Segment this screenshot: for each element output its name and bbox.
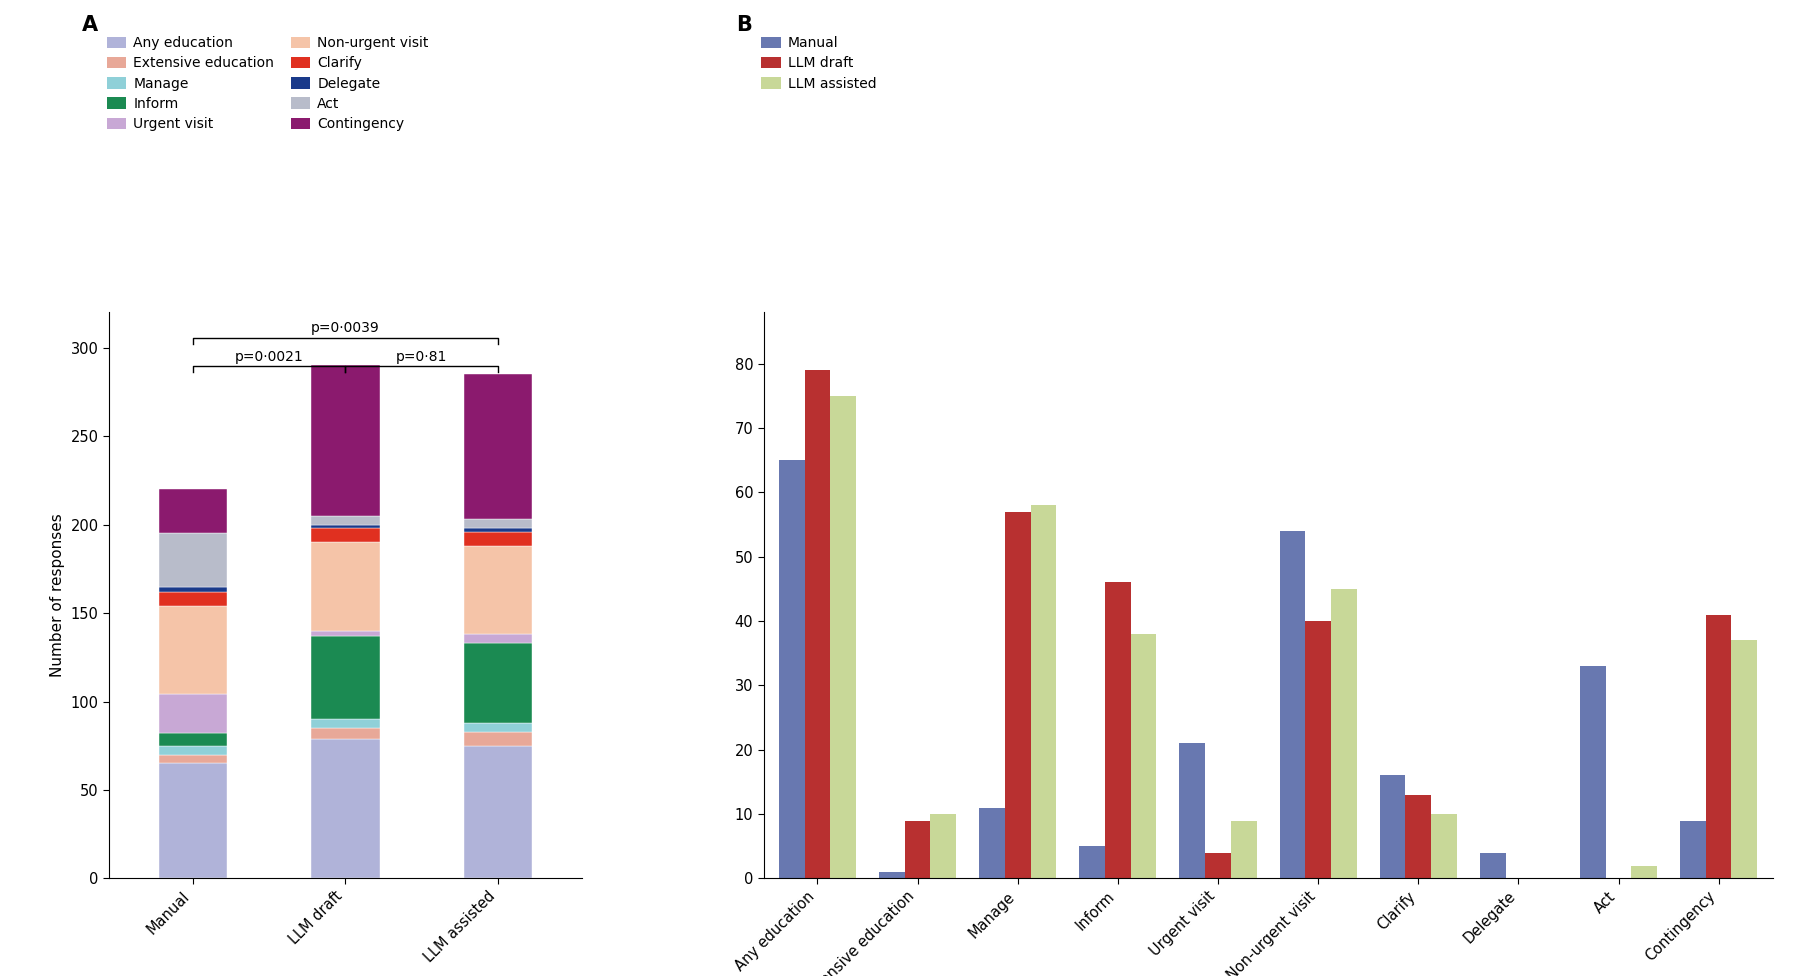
Bar: [464, 643, 533, 722]
Bar: [1580, 666, 1605, 878]
Bar: [464, 519, 533, 528]
Bar: [1380, 776, 1405, 878]
Text: p=0·81: p=0·81: [396, 349, 447, 364]
Bar: [158, 763, 227, 878]
Bar: [311, 719, 380, 728]
Bar: [158, 489, 227, 534]
Bar: [158, 606, 227, 695]
Bar: [1131, 634, 1156, 878]
Bar: [931, 814, 956, 878]
Bar: [1180, 744, 1205, 878]
Bar: [158, 587, 227, 591]
Legend: Any education, Extensive education, Manage, Inform, Urgent visit, Non-urgent vis: Any education, Extensive education, Mana…: [107, 36, 429, 131]
Bar: [158, 591, 227, 606]
Bar: [1105, 583, 1131, 878]
Bar: [1331, 589, 1356, 878]
Bar: [311, 524, 380, 528]
Bar: [980, 808, 1005, 878]
Bar: [311, 636, 380, 719]
Bar: [1080, 846, 1105, 878]
Legend: Manual, LLM draft, LLM assisted: Manual, LLM draft, LLM assisted: [762, 36, 876, 91]
Bar: [805, 370, 831, 878]
Bar: [1005, 511, 1031, 878]
Bar: [311, 515, 380, 525]
Text: p=0·0039: p=0·0039: [311, 321, 380, 336]
Bar: [311, 543, 380, 630]
Bar: [1405, 794, 1431, 878]
Bar: [464, 732, 533, 746]
Text: p=0·0021: p=0·0021: [235, 349, 304, 364]
Text: A: A: [82, 15, 98, 34]
Y-axis label: Number of responses: Number of responses: [49, 513, 65, 677]
Bar: [158, 695, 227, 733]
Bar: [1680, 821, 1705, 878]
Bar: [464, 722, 533, 732]
Bar: [311, 528, 380, 543]
Bar: [831, 396, 856, 878]
Bar: [158, 754, 227, 763]
Bar: [158, 746, 227, 754]
Bar: [1305, 621, 1331, 878]
Bar: [464, 634, 533, 643]
Bar: [1631, 866, 1656, 878]
Bar: [1031, 506, 1056, 878]
Bar: [464, 532, 533, 546]
Bar: [1480, 853, 1505, 878]
Bar: [1731, 640, 1758, 878]
Text: B: B: [736, 15, 753, 34]
Bar: [464, 374, 533, 519]
Bar: [464, 546, 533, 634]
Bar: [1280, 531, 1305, 878]
Bar: [778, 461, 805, 878]
Bar: [1705, 615, 1731, 878]
Bar: [464, 746, 533, 878]
Bar: [158, 534, 227, 587]
Bar: [158, 733, 227, 746]
Bar: [905, 821, 931, 878]
Bar: [311, 728, 380, 739]
Bar: [464, 528, 533, 532]
Bar: [311, 630, 380, 636]
Bar: [1231, 821, 1256, 878]
Bar: [1205, 853, 1231, 878]
Bar: [311, 365, 380, 515]
Bar: [311, 739, 380, 878]
Bar: [1431, 814, 1456, 878]
Bar: [880, 872, 905, 878]
